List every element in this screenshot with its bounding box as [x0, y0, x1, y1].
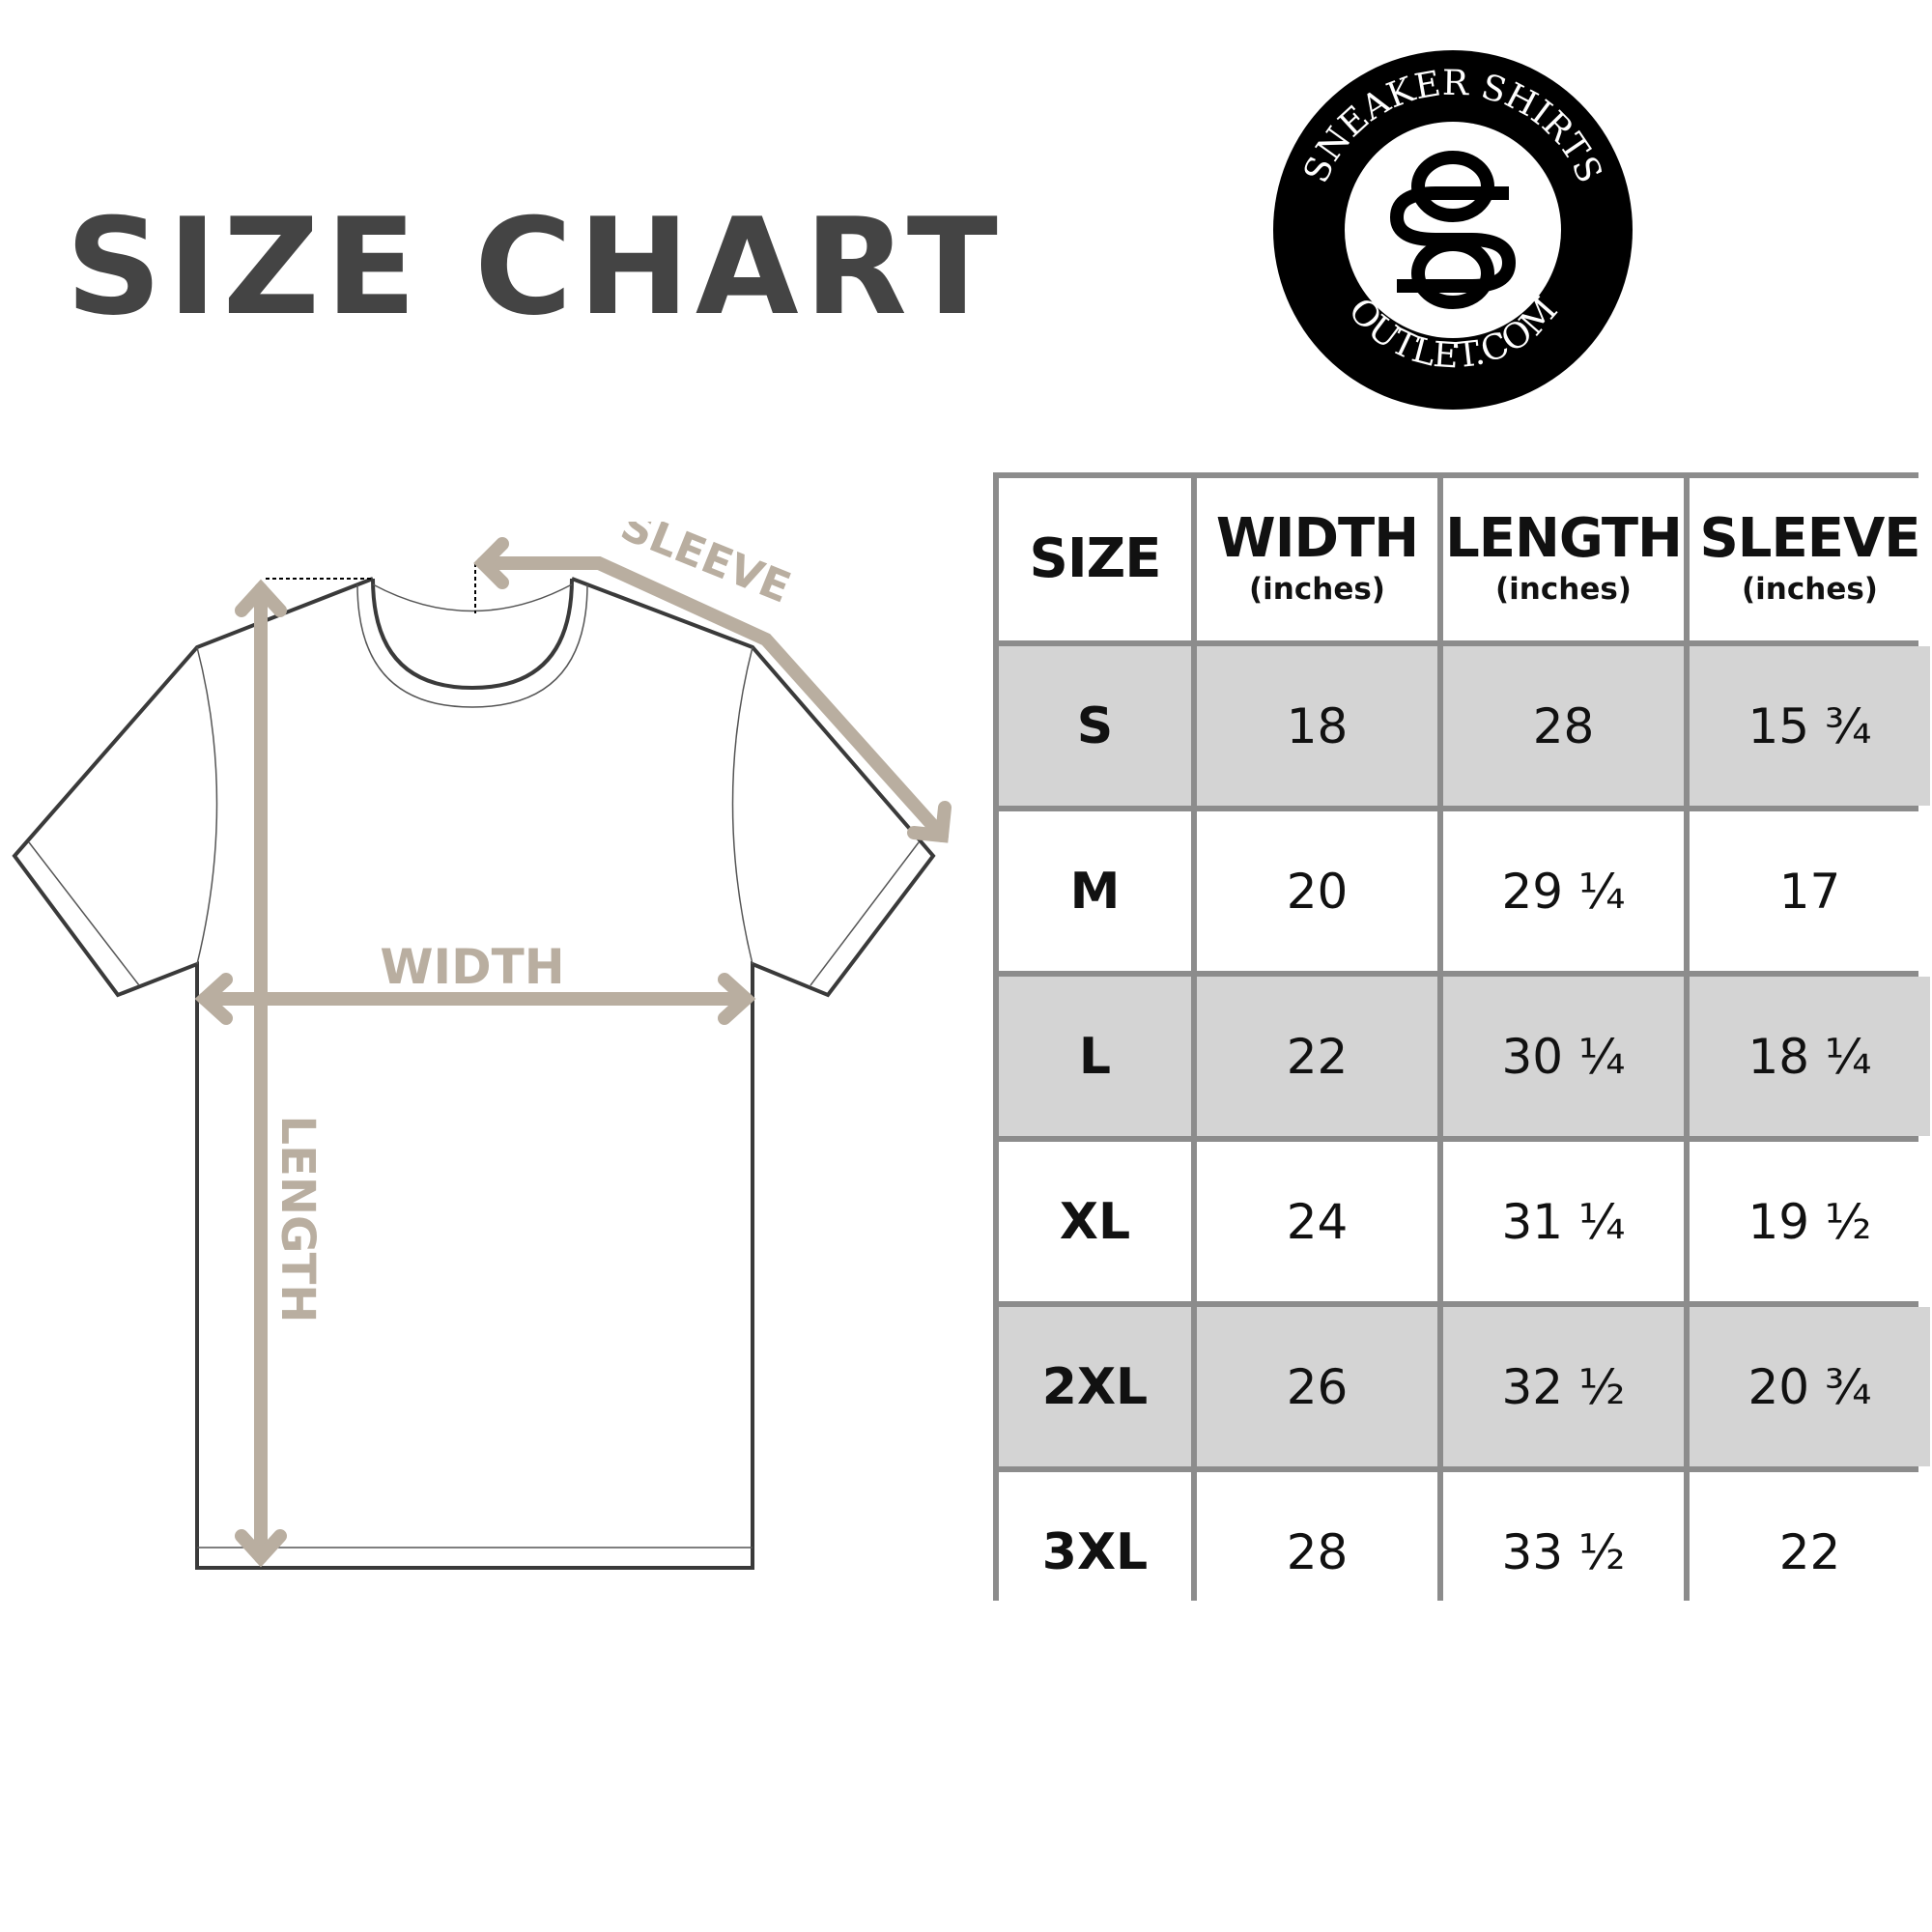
cell-value: 2XL [1041, 1357, 1149, 1416]
length-cell: 29 ¼ [1443, 811, 1684, 971]
cell-value: S [1076, 696, 1114, 755]
cell-value: 30 ¼ [1501, 1028, 1626, 1085]
page-title: SIZE CHART [66, 189, 1004, 345]
sleeve-cell: 20 ¾ [1690, 1307, 1930, 1466]
header-unit: (inches) [1249, 572, 1385, 607]
size-cell: L [999, 977, 1191, 1136]
cell-value: 3XL [1041, 1522, 1149, 1581]
length-cell: 32 ½ [1443, 1307, 1684, 1466]
sleeve-cell: 15 ¾ [1690, 646, 1930, 806]
width-cell: 26 [1197, 1307, 1437, 1466]
width-cell: 24 [1197, 1142, 1437, 1301]
header-unit: (inches) [1742, 572, 1878, 607]
size-cell: 3XL [999, 1472, 1191, 1632]
header-label: WIDTH [1215, 507, 1419, 570]
sleeve-arrow [476, 556, 949, 842]
cell-value: 28 [1286, 1523, 1349, 1580]
cell-value: 22 [1286, 1028, 1349, 1085]
sleeve-cell: 18 ¼ [1690, 977, 1930, 1136]
tshirt-diagram: WIDTH LENGTH SLEEVE [12, 522, 952, 1570]
length-cell: 33 ½ [1443, 1472, 1684, 1632]
length-cell: 30 ¼ [1443, 977, 1684, 1136]
width-label: WIDTH [380, 939, 564, 995]
length-label: LENGTH [270, 1115, 325, 1322]
header-length: LENGTH (inches) [1443, 478, 1684, 640]
header-label: SLEEVE [1699, 507, 1920, 570]
cell-value: 32 ½ [1501, 1358, 1626, 1415]
size-cell: XL [999, 1142, 1191, 1301]
cell-value: 28 [1532, 697, 1595, 754]
header-width: WIDTH (inches) [1197, 478, 1437, 640]
header-label: SIZE [1029, 527, 1161, 590]
sleeve-cell: 17 [1690, 811, 1930, 971]
sleeve-label: SLEEVE [614, 522, 798, 613]
cell-value: 15 ¾ [1747, 697, 1872, 754]
size-cell: S [999, 646, 1191, 806]
sleeve-cell: 22 [1690, 1472, 1930, 1632]
header-unit: (inches) [1495, 572, 1632, 607]
cell-value: 26 [1286, 1358, 1349, 1415]
length-cell: 31 ¼ [1443, 1142, 1684, 1301]
width-cell: 22 [1197, 977, 1437, 1136]
sleeve-cell: 19 ½ [1690, 1142, 1930, 1301]
header-label: LENGTH [1445, 507, 1683, 570]
cell-value: 20 [1286, 863, 1349, 920]
cell-value: XL [1059, 1192, 1131, 1251]
cell-value: 19 ½ [1747, 1193, 1872, 1250]
cell-value: 20 ¾ [1747, 1358, 1872, 1415]
header-size: SIZE [999, 478, 1191, 640]
cell-value: L [1078, 1027, 1112, 1086]
width-cell: 28 [1197, 1472, 1437, 1632]
cell-value: 18 [1286, 697, 1349, 754]
cell-value: 31 ¼ [1501, 1193, 1626, 1250]
size-table: SIZE WIDTH (inches) LENGTH (inches) SLEEVE… [993, 472, 1930, 1632]
width-cell: 18 [1197, 646, 1437, 806]
size-cell: M [999, 811, 1191, 971]
sneaker-shirts-outlet-logo: SNEAKER SHIRTS OUTLET.COM [1273, 50, 1633, 410]
cell-value: 33 ½ [1501, 1523, 1626, 1580]
cell-value: 24 [1286, 1193, 1349, 1250]
header-sleeve: SLEEVE (inches) [1690, 478, 1930, 640]
cell-value: 22 [1778, 1523, 1841, 1580]
cell-value: 29 ¼ [1501, 863, 1626, 920]
cell-value: M [1069, 862, 1121, 921]
cell-value: 18 ¼ [1747, 1028, 1872, 1085]
length-cell: 28 [1443, 646, 1684, 806]
width-cell: 20 [1197, 811, 1437, 971]
size-cell: 2XL [999, 1307, 1191, 1466]
cell-value: 17 [1778, 863, 1841, 920]
